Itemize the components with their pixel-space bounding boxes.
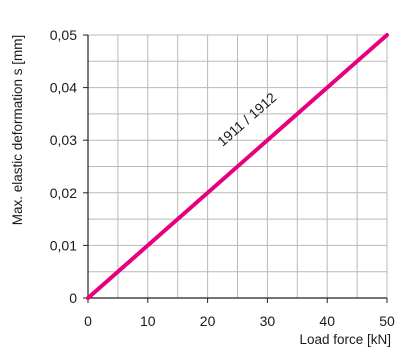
tick-labels: 0 10 20 30 40 50 0 0,01 0,02 0,03 0,04 0,05 <box>50 27 395 329</box>
series-line <box>86 33 389 300</box>
y-axis-title: Max. elastic deformation s [mm] <box>10 35 25 226</box>
y-tick-label: 0,05 <box>50 27 77 43</box>
x-tick-label: 20 <box>200 313 216 329</box>
x-tick-label: 0 <box>84 313 92 329</box>
x-tick-label: 40 <box>319 313 335 329</box>
x-tick-label: 10 <box>140 313 156 329</box>
axes <box>83 34 388 303</box>
y-tick-label: 0 <box>69 290 77 306</box>
y-tick-label: 0,03 <box>50 132 77 148</box>
x-tick-label: 50 <box>379 313 395 329</box>
x-axis-title: Load force [kN] <box>299 332 391 347</box>
y-tick-label: 0,04 <box>50 80 77 96</box>
y-tick-label: 0,02 <box>50 185 77 201</box>
x-tick-label: 30 <box>260 313 276 329</box>
y-tick-label: 0,01 <box>50 237 77 253</box>
